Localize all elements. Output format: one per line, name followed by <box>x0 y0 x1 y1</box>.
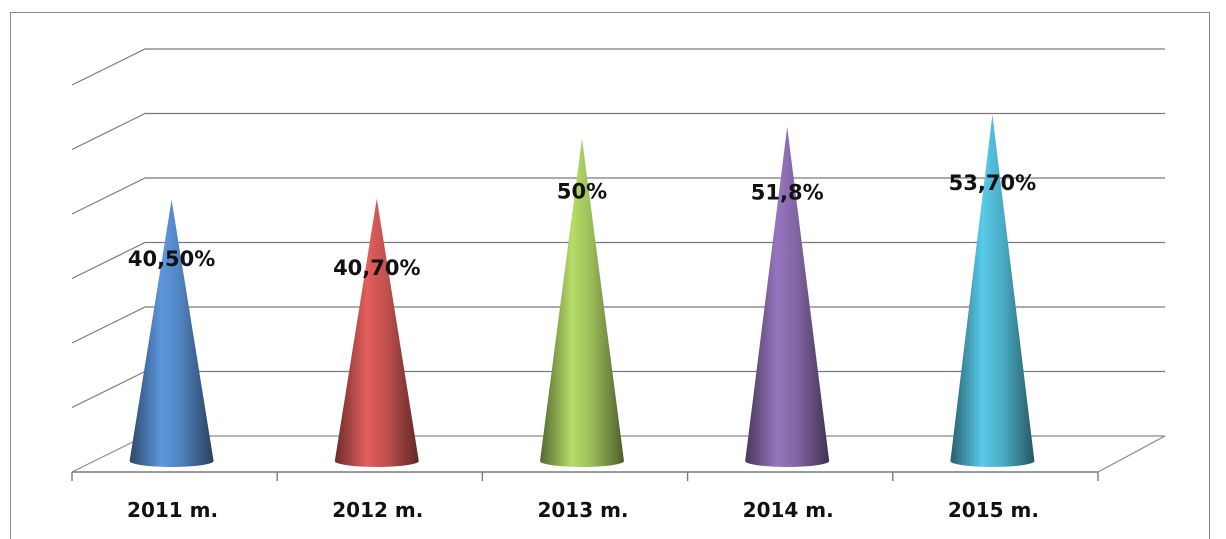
cone-2012 <box>334 198 419 468</box>
cone-mark <box>950 114 1035 467</box>
cone-2011 <box>129 199 214 467</box>
cone-mark <box>745 126 830 467</box>
cone-2015 <box>950 114 1035 467</box>
category-label: 2013 m. <box>537 498 628 522</box>
category-label: 2014 m. <box>743 498 834 522</box>
gridline <box>71 177 1165 215</box>
data-label: 40,70% <box>333 256 420 280</box>
category-label: 2015 m. <box>948 498 1039 522</box>
cone-mark <box>540 138 624 467</box>
chart-frame <box>10 12 1210 539</box>
cone-2014 <box>745 126 830 467</box>
cones <box>129 114 1035 468</box>
cone-mark <box>129 199 214 467</box>
floor <box>71 435 1166 473</box>
category-label: 2012 m. <box>332 498 423 522</box>
gridlines <box>71 48 1166 473</box>
data-label: 40,50% <box>128 247 215 271</box>
gridline <box>71 241 1165 280</box>
data-label: 53,70% <box>949 171 1036 195</box>
data-label: 51,8% <box>751 180 824 204</box>
data-label: 50% <box>557 179 607 203</box>
x-axis <box>71 471 1099 481</box>
data-labels: 40,50% 40,70% 50% 51,8% 53,70% <box>128 171 1036 280</box>
gridline <box>71 112 1165 151</box>
cone-2013 <box>540 138 624 467</box>
gridline <box>71 48 1165 86</box>
cone-mark <box>334 198 419 468</box>
gridline <box>71 306 1165 344</box>
category-label: 2011 m. <box>127 498 218 522</box>
category-labels: 2011 m. 2012 m. 2013 m. 2014 m. 2015 m. <box>127 498 1039 522</box>
